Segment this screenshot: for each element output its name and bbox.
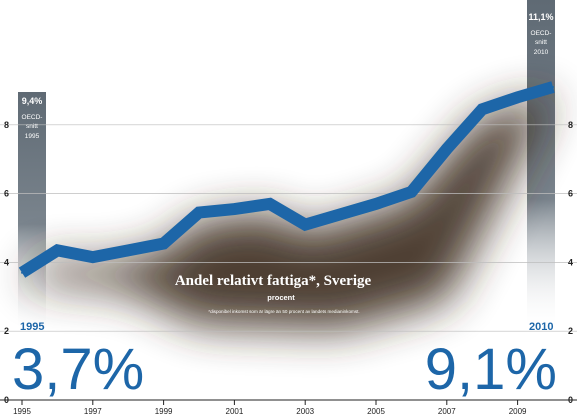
end-value: 9,1% [425,337,557,402]
oecd-1995-label-1: OECD- [22,114,43,121]
y-tick-right-6: 6 [568,189,573,199]
data-point-2008 [481,108,484,111]
y-tick-left-8: 8 [4,120,9,130]
oecd-bar-2010 [527,0,555,332]
x-tick-2005: 2005 [367,407,385,416]
oecd-bar-1995 [18,92,46,332]
data-point-1998 [127,249,130,252]
data-point-2000 [198,211,200,214]
data-point-1995 [21,271,23,274]
y-tick-right-8: 8 [568,120,573,130]
data-line [18,81,555,278]
data-point-2010 [552,85,554,88]
y-tick-left-6: 6 [4,189,9,199]
data-point-2001 [233,208,236,211]
chart-title: Andel relativt fattiga*, Sverige [175,273,372,289]
data-point-2006 [410,190,413,193]
oecd-1995-year: 1995 [25,133,40,140]
oecd-2010-label-1: OECD- [531,30,552,37]
series-line [18,81,555,278]
data-point-2004 [339,213,342,216]
oecd-2010-label-2: snitt [535,39,547,46]
y-tick-right-2: 2 [568,326,573,336]
x-tick-2003: 2003 [296,407,314,416]
data-point-2009 [516,96,519,99]
oecd-1995-value: 9,4% [22,96,43,106]
oecd-2010-year: 2010 [534,49,549,56]
data-point-1999 [162,242,165,245]
start-value: 3,7% [12,337,144,402]
chart-shadow [22,95,553,330]
x-tick-1999: 1999 [155,407,173,416]
data-point-1996 [56,249,59,252]
oecd-2010-value: 11,1% [528,12,553,22]
x-tick-1997: 1997 [84,407,102,416]
data-point-2003 [304,223,307,226]
end-year: 2010 [529,321,553,333]
y-tick-left-2: 2 [4,326,9,336]
chart-footnote: *disponibel inkomst som är lägre än 50 p… [208,309,359,314]
chart-subtitle: procent [267,293,295,302]
x-tick-2009: 2009 [509,407,527,416]
data-point-2002 [268,202,271,205]
y-tick-left-4: 4 [4,257,9,267]
data-point-2005 [375,202,377,205]
x-tick-2007: 2007 [438,407,456,416]
y-tick-right-4: 4 [568,257,573,267]
oecd-1995-label-2: snitt [26,123,38,130]
data-point-2007 [445,147,448,150]
start-year: 1995 [20,321,44,333]
data-point-1997 [91,256,94,259]
x-tick-2001: 2001 [226,407,244,416]
x-tick-labels: 1995 1997 1999 2001 2003 2005 2007 2009 [13,400,527,416]
x-tick-1995: 1995 [13,407,31,416]
